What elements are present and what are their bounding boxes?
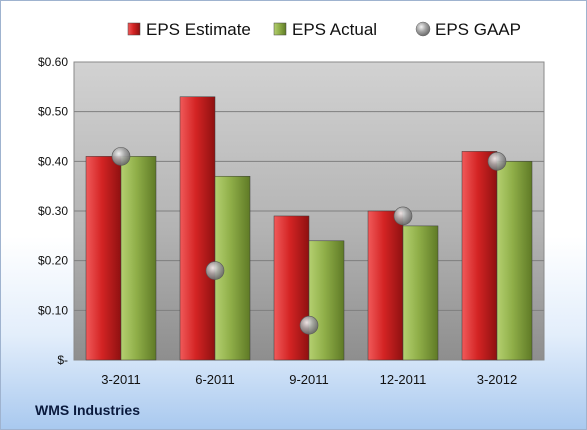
company-name: WMS Industries: [35, 402, 141, 418]
x-tick-label: 6-2011: [195, 372, 235, 387]
legend-item: EPS Estimate: [127, 20, 251, 39]
legend-item: EPS Actual: [273, 20, 377, 39]
eps-estimate-bar: [461, 151, 498, 361]
legend: EPS Estimate EPS Actual EPS GAAP: [127, 20, 521, 39]
legend-label: EPS GAAP: [435, 20, 521, 39]
x-axis-ticks: 3-2011 6-2011 9-2011 12-2011 3-2012: [101, 372, 517, 387]
eps-gaap-marker: [205, 261, 225, 280]
eps-gaap-marker: [487, 152, 507, 171]
eps-estimate-bar: [273, 215, 310, 361]
x-tick-label: 12-2011: [380, 372, 427, 387]
x-tick-label: 9-2011: [289, 372, 329, 387]
y-tick-label: $-: [57, 353, 68, 367]
y-axis-ticks: $- $0.10 $0.20 $0.30 $0.40 $0.50 $0.60: [38, 55, 68, 367]
eps-estimate-bar: [367, 210, 404, 361]
x-tick-label: 3-2011: [101, 372, 141, 387]
legend-swatch: [127, 22, 141, 36]
eps-estimate-bar: [85, 156, 122, 361]
legend-swatch: [273, 22, 287, 36]
y-tick-label: $0.40: [38, 154, 68, 168]
legend-label: EPS Estimate: [146, 20, 251, 39]
y-tick-label: $0.10: [38, 303, 68, 317]
eps-actual-bar: [120, 156, 157, 361]
gaap-markers: [111, 147, 507, 335]
eps-actual-bar: [308, 240, 345, 361]
x-tick-label: 3-2012: [477, 372, 517, 387]
legend-swatch: [415, 21, 431, 37]
legend-item: EPS GAAP: [415, 20, 521, 39]
eps-actual-bar: [496, 161, 533, 361]
y-tick-label: $0.50: [38, 105, 68, 119]
eps-gaap-marker: [299, 315, 319, 335]
eps-estimate-bar: [179, 96, 216, 361]
legend-label: EPS Actual: [292, 20, 377, 39]
eps-gaap-marker: [393, 206, 413, 226]
eps-gaap-marker: [111, 147, 131, 166]
y-tick-label: $0.30: [38, 204, 68, 218]
y-tick-label: $0.60: [38, 55, 68, 69]
y-tick-label: $0.20: [38, 254, 68, 268]
eps-actual-bar: [402, 225, 439, 361]
